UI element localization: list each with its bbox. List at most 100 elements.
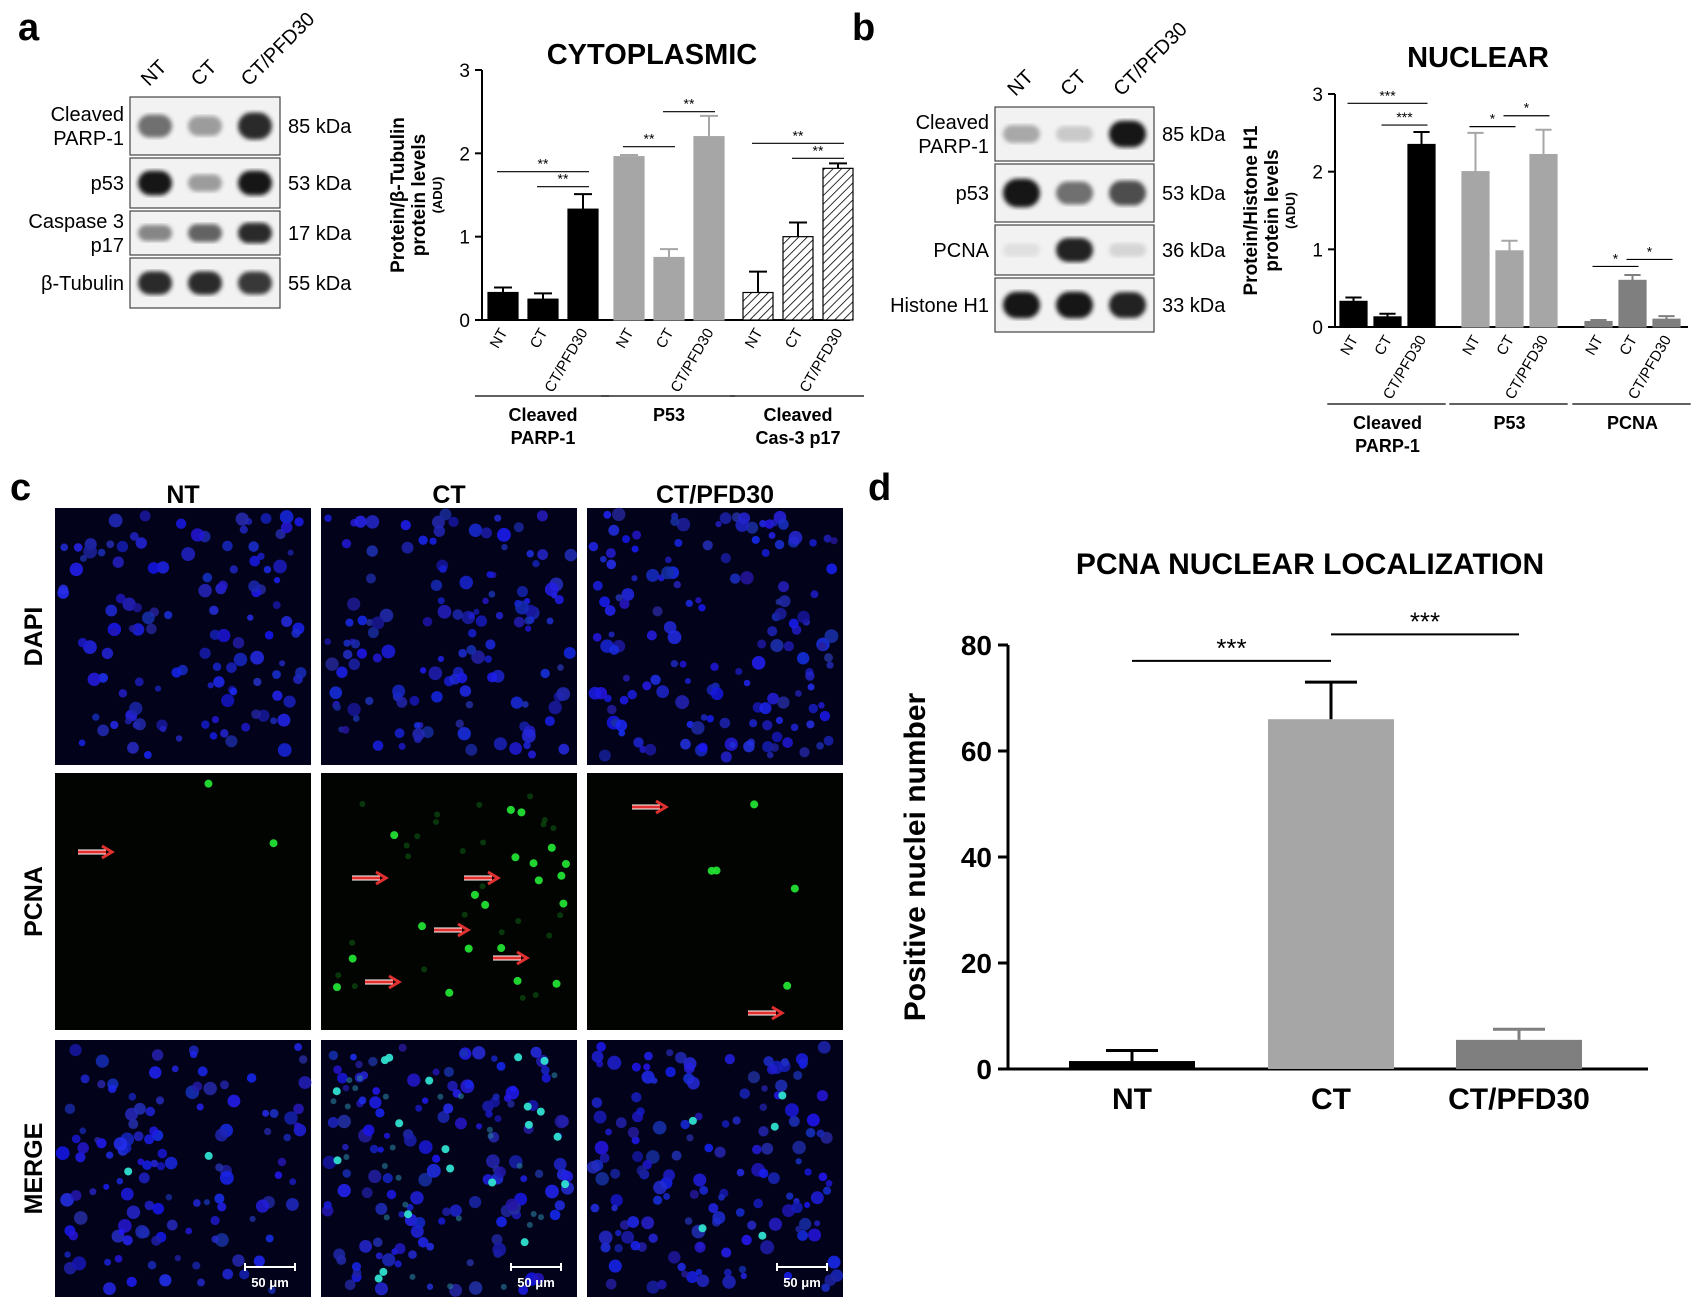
pcna-positive-nucleus (351, 983, 358, 990)
nucleus (751, 535, 760, 544)
pcna-positive-nucleus (557, 871, 566, 880)
nucleus (449, 1204, 462, 1217)
nucleus (406, 1203, 414, 1211)
nucleus (687, 1076, 700, 1090)
nucleus (142, 611, 155, 625)
pcna-positive-nucleus (527, 793, 534, 800)
nucleus (615, 1117, 627, 1129)
nucleus (466, 1259, 474, 1267)
y-tick-label: 3 (1312, 85, 1323, 106)
nucleus (284, 1111, 298, 1125)
pcna-positive-nucleus (124, 1167, 133, 1176)
y-tick-label: 1 (459, 228, 470, 249)
nucleus (108, 513, 123, 528)
nucleus (706, 714, 714, 723)
nucleus (383, 1132, 391, 1139)
nucleus (817, 1040, 831, 1054)
nucleus (798, 1217, 812, 1231)
nucleus (285, 1198, 299, 1211)
nucleus (724, 1053, 735, 1065)
nucleus (333, 1065, 342, 1074)
nucleus (605, 1128, 612, 1136)
nucleus (342, 649, 353, 660)
y-tick-label: 20 (961, 948, 992, 979)
nucleus (455, 719, 464, 728)
blot-row-label: Histone H1 (890, 295, 989, 317)
nucleus (700, 714, 708, 721)
nucleus (447, 1080, 458, 1092)
nucleus (215, 1163, 224, 1172)
nucleus (780, 1058, 790, 1067)
nucleus (418, 1172, 433, 1187)
nucleus (464, 1079, 474, 1089)
nucleus (698, 604, 706, 612)
nucleus (588, 541, 599, 552)
y-tick-label: 40 (961, 842, 992, 873)
nucleus (656, 685, 670, 699)
nucleus (442, 1207, 451, 1216)
nucleus (365, 573, 376, 584)
nucleus (752, 1144, 762, 1155)
nucleus (753, 1198, 763, 1209)
nucleus (486, 571, 494, 579)
pcna-positive-nucleus (459, 848, 466, 855)
nucleus (495, 611, 504, 620)
pcna-positive-nucleus (330, 1098, 337, 1105)
chart-cytoplasmic: CYTOPLASMIC 0 1 2 3 Protein/β-Tubulin protein … (388, 39, 864, 448)
nucleus (400, 519, 411, 531)
nucleus (493, 737, 507, 751)
nucleus (214, 1193, 225, 1204)
nucleus (280, 521, 293, 534)
nucleus (610, 1168, 621, 1179)
nucleus (721, 1247, 732, 1258)
nucleus (595, 1171, 609, 1186)
nucleus (670, 659, 679, 668)
nucleus (155, 1096, 165, 1105)
nucleus (513, 522, 524, 533)
nucleus (627, 689, 637, 700)
nucleus (439, 508, 452, 521)
nucleus (365, 696, 374, 706)
nucleus (149, 1066, 162, 1079)
nucleus (767, 1172, 780, 1185)
micro-image (321, 773, 577, 1030)
nucleus (92, 713, 100, 721)
pcna-positive-nucleus (333, 983, 342, 992)
nucleus (614, 1244, 623, 1253)
arrow-head (101, 844, 115, 860)
panel-letter-b: b (852, 7, 875, 49)
nucleus (651, 1077, 658, 1084)
nucleus (203, 1199, 210, 1206)
nucleus (760, 1240, 775, 1255)
nucleus (797, 1229, 809, 1241)
bar (1461, 171, 1490, 328)
pcna-positive-nucleus (446, 1164, 455, 1173)
nucleus (777, 696, 790, 709)
nucleus (763, 1056, 774, 1067)
nucleus (494, 514, 502, 522)
pcna-positive-nucleus (498, 929, 505, 936)
nucleus (549, 1209, 561, 1221)
nucleus (391, 1248, 399, 1255)
nucleus (199, 647, 211, 659)
nucleus (229, 565, 238, 574)
pcna-positive-nucleus (441, 1145, 450, 1154)
nucleus (467, 612, 475, 620)
nucleus (666, 1049, 674, 1057)
nucleus (710, 662, 719, 672)
nucleus (164, 1156, 178, 1170)
bar (822, 167, 854, 321)
nucleus (443, 1066, 454, 1077)
micro-column-label: NT (166, 481, 199, 509)
nucleus (810, 1191, 824, 1205)
nucleus (646, 630, 657, 641)
nucleus (106, 540, 115, 549)
pcna-positive-nucleus (488, 1178, 497, 1187)
nucleus (342, 1143, 349, 1151)
nucleus (675, 695, 690, 710)
blot-kda-label: 53 kDa (288, 173, 352, 195)
bar (613, 156, 645, 321)
nucleus (134, 677, 144, 687)
